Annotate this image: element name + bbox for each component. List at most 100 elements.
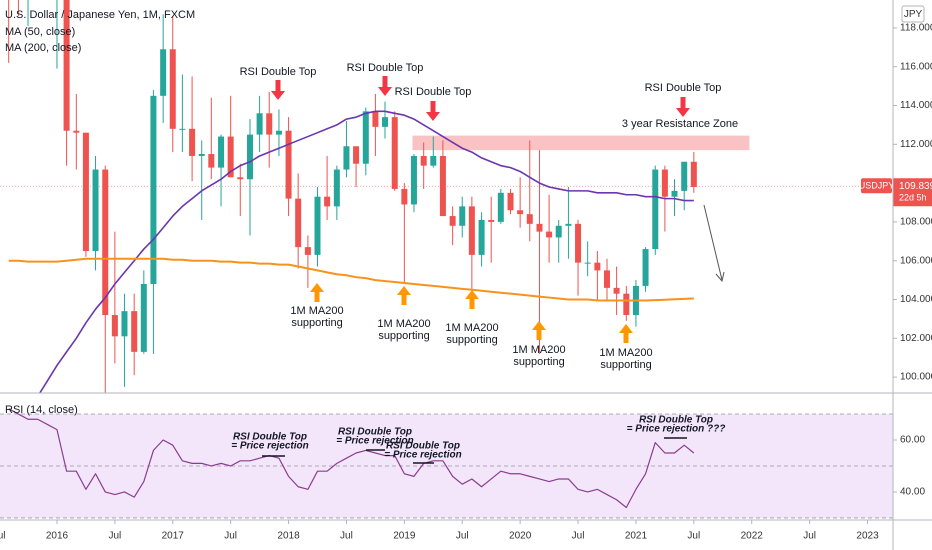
arrow-head [397,286,411,295]
x-tick-label: Jul [456,531,469,542]
annotation: RSI Double Top [240,66,317,78]
annotation: supporting [378,330,429,342]
candle-body [198,154,205,156]
currency-label: JPY [904,9,923,20]
symbol-tag [861,178,892,194]
arrow-head [271,91,285,100]
annotation: RSI Double Top [645,82,722,94]
arrow-head [310,283,324,292]
candle-body [526,214,533,224]
arrow-shaft [275,80,281,91]
arrow-shaft [314,292,320,302]
candle-body [565,223,572,226]
rsi-annotation: RSI Double Top [338,427,412,438]
rsi-annotation: RSI Double Top [233,432,307,443]
candle-body [459,206,466,226]
annotation: supporting [291,317,342,329]
rsi-annotation: RSI Double Top [386,441,460,452]
candle-body [603,270,610,288]
candle-body [517,210,524,215]
candle-body [102,169,109,316]
annotation: 1M MA200 [377,318,430,330]
candle-body [439,155,446,217]
y-tick-label: 100.000 [900,372,932,383]
candle-body [246,134,253,180]
arrow-head [465,290,479,299]
arrow-head [676,108,690,117]
candle-body [642,249,649,286]
rsi-annotation: = Price rejection [336,436,414,447]
annotation: supporting [513,356,564,368]
projection-arrow-head [715,271,725,283]
candle-body [690,161,697,187]
candle-body [623,293,630,316]
candle-body [555,225,562,238]
arrow-head [378,87,392,96]
annotation: 1M MA200 [599,347,652,359]
arrow-shaft [536,330,542,340]
candle-body [497,192,504,222]
rsi-pane [0,408,893,519]
candle-body [150,95,157,284]
candle-body [333,169,340,207]
candle-body [285,130,292,199]
candle-body [111,315,118,337]
arrow-shaft [469,299,475,309]
currency-box [901,5,925,23]
projection-arrow [703,204,723,281]
arrow-shaft [430,101,436,112]
candle-body [92,169,99,252]
candle-body [160,49,167,96]
candle-body [410,155,417,205]
candle-body [121,311,128,337]
symbol-label: USDJPY [859,181,895,191]
candle-body [179,128,186,130]
candle-body [401,188,408,205]
price-pane [0,0,893,393]
candle-body [594,262,601,271]
x-tick-label: 2021 [625,531,648,542]
candle-body [131,311,138,352]
y-tick-label: 60.00 [900,435,925,446]
candle-body [295,198,302,248]
x-tick-label: 2018 [277,531,300,542]
x-tick-label: 2016 [46,531,69,542]
candle-body [208,154,215,168]
candle-body [478,219,485,255]
annotation: RSI Double Top [347,62,424,74]
rsi-title: RSI (14, close) [5,404,78,416]
arrow-shaft [382,76,388,87]
y-tick-label: 40.00 [900,487,925,498]
arrow-shaft [623,333,629,343]
chart-title: U.S. Dollar / Japanese Yen, 1M, FXCM [5,9,195,21]
candle-body [169,49,176,129]
y-tick-label: 102.000 [900,333,932,344]
x-tick-label: Jul [687,531,700,542]
candle-body [362,111,369,164]
candle-body [391,117,398,189]
resistance-zone [412,135,750,151]
arrow-shaft [680,97,686,108]
candle-body [661,169,668,197]
annotation: supporting [446,334,497,346]
arrow-head [619,324,633,333]
x-tick-label: 2022 [741,531,764,542]
x-tick-label: Jul [340,531,353,542]
y-tick-label: 116.000 [900,61,932,72]
y-tick-label: 108.000 [900,217,932,228]
annotation: 1M MA200 [512,344,565,356]
ma-line [38,110,694,393]
candle-body [382,117,389,127]
candle-body [82,132,89,252]
annotation: 3 year Resistance Zone [622,118,738,130]
y-tick-label: 104.000 [900,294,932,305]
candle-body [324,196,331,207]
candle-body [507,192,514,211]
y-tick-label: 106.000 [900,255,932,266]
overlay: 100.000102.000104.000106.000108.000110.0… [0,23,932,542]
candle-body [256,113,263,135]
countdown-label: 22d 5h [899,193,927,203]
arrow-head [426,112,440,121]
candle-body [73,130,80,133]
candle-body [218,136,225,168]
